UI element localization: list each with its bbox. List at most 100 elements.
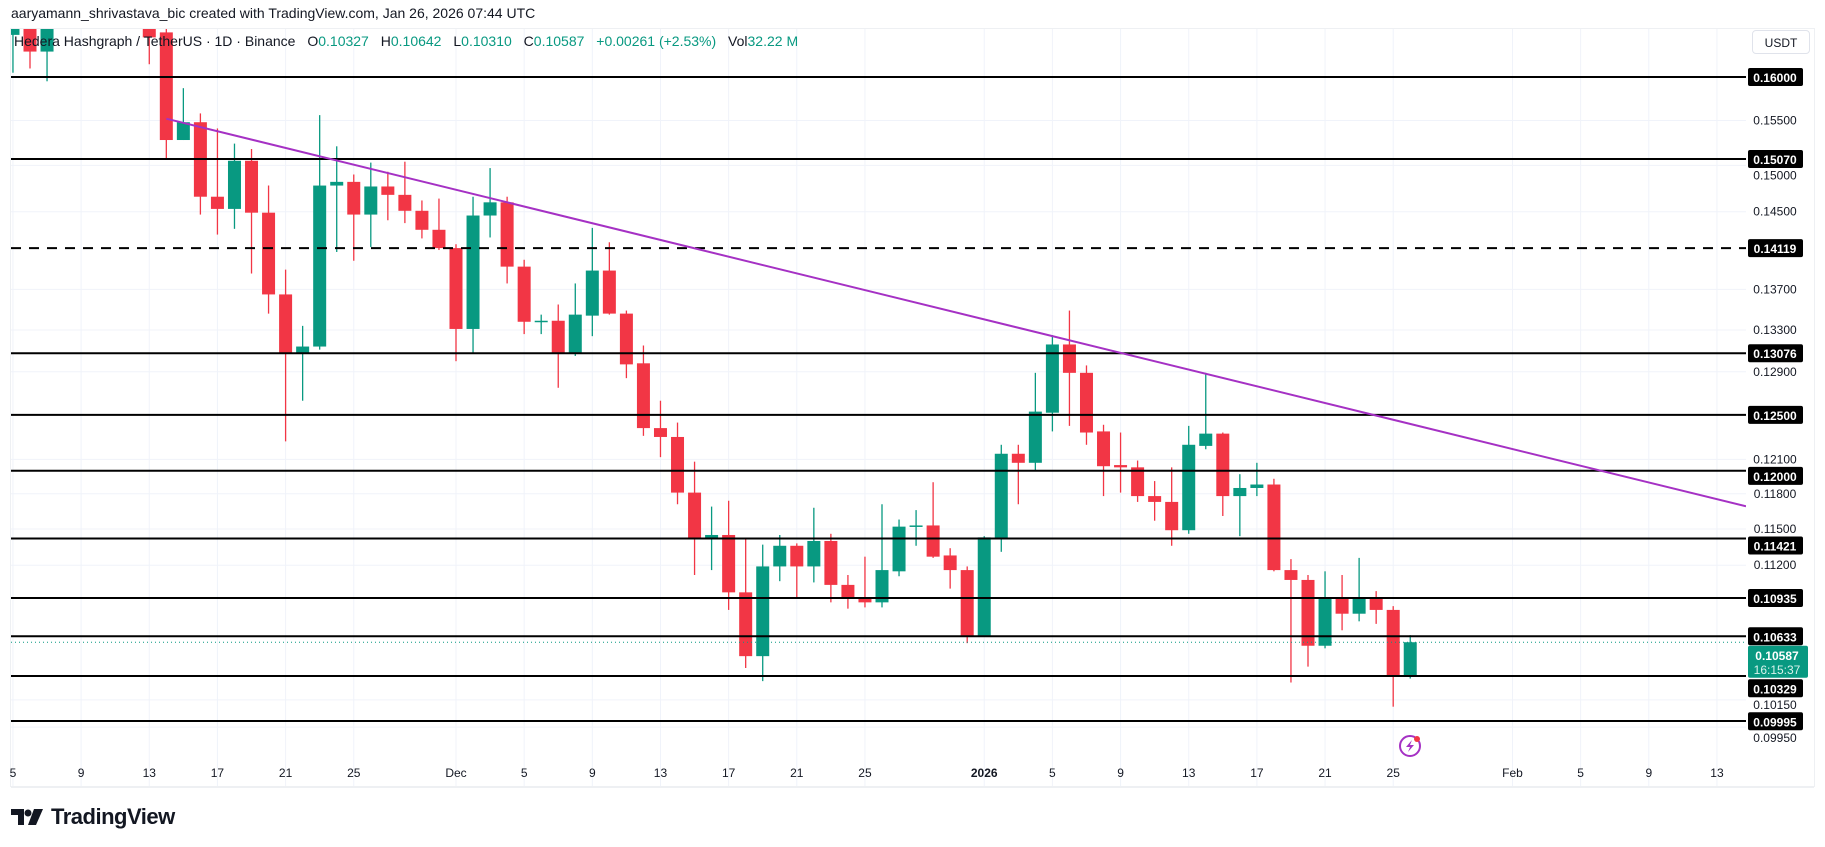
candle-2025-11-15[interactable] — [176, 88, 190, 141]
candle-body — [892, 526, 906, 572]
candle-2025-12-24[interactable] — [841, 575, 855, 609]
candle-2025-12-14[interactable] — [671, 422, 685, 505]
candle-2026-01-04[interactable] — [1028, 372, 1042, 471]
candle-2025-12-13[interactable] — [653, 400, 667, 458]
candle-2026-01-06[interactable] — [1062, 310, 1076, 426]
candle-2025-12-23[interactable] — [824, 533, 838, 603]
candle-2026-01-01[interactable] — [977, 536, 991, 637]
candle-2025-12-07[interactable] — [551, 304, 565, 388]
candle-body — [279, 294, 293, 353]
candle-2025-11-20[interactable] — [262, 185, 276, 314]
candle-2025-11-07[interactable] — [40, 0, 54, 82]
candle-2025-12-10[interactable] — [602, 242, 616, 315]
candle-2025-11-26[interactable] — [364, 162, 378, 248]
symbol-name[interactable]: Hedera Hashgraph / TetherUS · 1D · Binan… — [14, 33, 296, 49]
candle-2026-01-22[interactable] — [1335, 575, 1349, 631]
candle-2026-01-08[interactable] — [1097, 424, 1111, 497]
candle-2025-11-17[interactable] — [210, 128, 224, 235]
candle-2025-12-09[interactable] — [585, 227, 599, 337]
candle-2025-12-04[interactable] — [500, 196, 514, 284]
time-tick-label: 21 — [790, 766, 804, 780]
candle-2026-01-24[interactable] — [1369, 591, 1383, 624]
candle-2025-12-25[interactable] — [858, 556, 872, 608]
candle-body — [636, 363, 650, 429]
candle-2026-01-23[interactable] — [1352, 557, 1366, 622]
candle-2025-12-21[interactable] — [790, 543, 804, 598]
high-value: 0.10642 — [390, 33, 442, 49]
candle-2025-11-05[interactable] — [6, 0, 20, 73]
candle-2026-01-26[interactable] — [1403, 635, 1417, 679]
candle-2026-01-19[interactable] — [1284, 559, 1298, 683]
candle-body — [1182, 444, 1196, 531]
candle-2025-12-19[interactable] — [756, 544, 770, 682]
level-price-label: 0.12000 — [1753, 470, 1797, 484]
tradingview-logo[interactable]: TradingView — [11, 804, 175, 830]
candle-2025-12-15[interactable] — [688, 461, 702, 576]
candle-2025-12-31[interactable] — [960, 566, 974, 644]
candle-2026-01-12[interactable] — [1165, 467, 1179, 546]
candle-body — [398, 194, 412, 211]
candle-2026-01-07[interactable] — [1079, 365, 1093, 445]
candle-2025-12-08[interactable] — [568, 283, 582, 356]
candle-2025-11-13[interactable] — [142, 0, 156, 65]
time-tick-label: 13 — [654, 766, 668, 780]
tradingview-logo-icon — [11, 809, 43, 825]
candle-2025-11-06[interactable] — [23, 0, 37, 69]
candle-2025-11-24[interactable] — [330, 146, 344, 252]
candle-2025-11-29[interactable] — [415, 200, 429, 239]
candle-2025-12-12[interactable] — [636, 345, 650, 436]
candle-2026-01-20[interactable] — [1301, 575, 1315, 667]
candle-2025-12-18[interactable] — [739, 538, 753, 668]
candle-2026-01-15[interactable] — [1216, 432, 1230, 516]
candle-2025-11-14[interactable] — [159, 27, 173, 159]
candle-2025-11-22[interactable] — [296, 325, 310, 401]
candle-2026-01-10[interactable] — [1131, 460, 1145, 502]
trendline[interactable] — [166, 117, 1746, 508]
candle-2025-12-29[interactable] — [926, 482, 940, 558]
time-tick-label: 9 — [1117, 766, 1124, 780]
candle-2025-12-27[interactable] — [892, 519, 906, 577]
price-tick-label: 0.11800 — [1754, 487, 1797, 501]
candle-2026-01-11[interactable] — [1148, 481, 1162, 521]
symbol-legend: Hedera Hashgraph / TetherUS · 1D · Binan… — [14, 33, 806, 49]
currency-button[interactable]: USDT — [1752, 30, 1810, 54]
candle-2026-01-05[interactable] — [1045, 335, 1059, 432]
lightning-icon[interactable] — [1399, 735, 1421, 757]
candle-2025-12-01[interactable] — [449, 244, 463, 362]
candle-body — [330, 181, 344, 186]
candle-2025-11-25[interactable] — [347, 174, 361, 261]
candle-2025-11-30[interactable] — [432, 198, 446, 251]
candle-2026-01-02[interactable] — [994, 444, 1008, 552]
candle-2025-12-30[interactable] — [943, 548, 957, 589]
candle-2025-12-06[interactable] — [534, 314, 548, 335]
candle-2026-01-18[interactable] — [1267, 478, 1281, 572]
candle-2026-01-25[interactable] — [1386, 606, 1400, 707]
candle-2025-12-22[interactable] — [807, 507, 821, 583]
candle-2025-11-23[interactable] — [313, 115, 327, 350]
brand-name: TradingView — [51, 804, 175, 829]
candle-2025-11-19[interactable] — [245, 149, 259, 274]
candle-2025-12-05[interactable] — [517, 259, 531, 335]
candle-2026-01-14[interactable] — [1199, 372, 1213, 450]
candle-2025-11-28[interactable] — [398, 161, 412, 224]
candle-2025-12-26[interactable] — [875, 504, 889, 608]
candle-2026-01-09[interactable] — [1114, 432, 1128, 493]
candle-2026-01-13[interactable] — [1182, 425, 1196, 534]
candle-2025-11-21[interactable] — [279, 269, 293, 442]
candle-body — [1114, 465, 1128, 468]
candle-2025-12-11[interactable] — [619, 310, 633, 379]
candle-2025-12-17[interactable] — [722, 500, 736, 610]
candle-2026-01-17[interactable] — [1250, 462, 1264, 497]
candle-2025-12-20[interactable] — [773, 534, 787, 582]
candle-body — [534, 320, 548, 323]
candle-2025-11-18[interactable] — [227, 143, 241, 229]
candle-body — [585, 270, 599, 316]
candle-2026-01-03[interactable] — [1011, 444, 1025, 505]
candle-2026-01-16[interactable] — [1233, 474, 1247, 537]
candle-2025-12-02[interactable] — [466, 196, 480, 353]
candle-2025-12-03[interactable] — [483, 168, 497, 238]
candle-2025-11-27[interactable] — [381, 171, 395, 221]
candle-2025-12-28[interactable] — [909, 510, 923, 546]
candle-body — [1062, 344, 1076, 373]
